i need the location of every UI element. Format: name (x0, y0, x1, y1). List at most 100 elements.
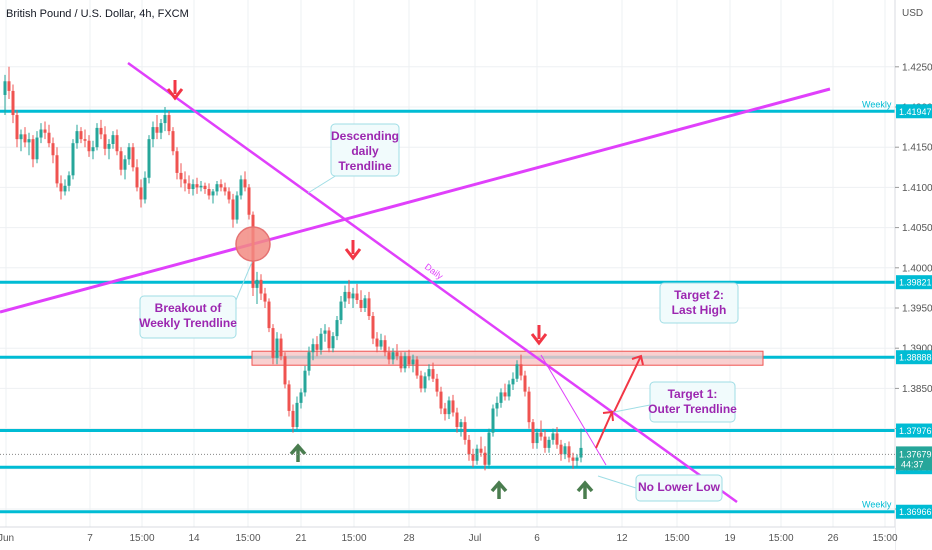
chart-title: British Pound / U.S. Dollar, 4h, FXCM (6, 8, 189, 20)
candle-body (451, 400, 455, 413)
candle-body (419, 375, 423, 389)
candle-body (47, 132, 51, 144)
candle-body (467, 439, 471, 455)
candle-body (383, 340, 387, 353)
time-axis[interactable]: Jun 7 15:00 14 15:00 21 15:00 28 Jul 6 12 15:00 19 15… (0, 526, 898, 550)
candle-body (487, 432, 491, 465)
candle-body (71, 143, 75, 176)
candle-body (335, 320, 339, 337)
candle-body (91, 147, 95, 152)
time-tick-label: 28 (403, 533, 415, 544)
time-tick-label: 7 (87, 533, 93, 544)
candle-body (187, 183, 191, 190)
candle-body (247, 187, 251, 215)
candle-body (3, 81, 7, 95)
grid (0, 0, 895, 527)
candle-body (479, 448, 483, 453)
candle-body (127, 147, 131, 160)
candle-body (495, 402, 499, 409)
candle-body (215, 184, 219, 192)
candle-body (327, 330, 331, 349)
arrow-head (576, 480, 594, 493)
price-tags: 1.419471.398211.388881.379761.375201.369… (0, 104, 932, 519)
descending-daily-trendline[interactable] (127, 61, 738, 504)
candle-body (311, 344, 315, 353)
candle-body (223, 187, 227, 192)
candle-body (31, 139, 35, 160)
candle-body (315, 344, 319, 350)
candle-body (551, 433, 555, 440)
candle-body (463, 422, 467, 440)
note-box (659, 282, 739, 324)
candle-body (427, 369, 431, 377)
candle-body (147, 139, 151, 178)
candle-body (259, 279, 263, 294)
candle-body (39, 129, 43, 138)
candle-body (143, 177, 147, 200)
price-tick-label: 1.38500 (902, 384, 932, 395)
candle-body (7, 81, 11, 91)
candle-body (415, 359, 419, 376)
candle-body (107, 143, 111, 149)
candle-body (151, 127, 155, 140)
note-no-lower-low[interactable]: No Lower Low (597, 474, 723, 502)
candle-body (375, 338, 379, 347)
candle-body (403, 356, 407, 369)
candle-body (455, 412, 459, 427)
candle-body (559, 444, 563, 455)
candle-body (279, 338, 283, 357)
candle-body (491, 408, 495, 433)
candle-body (191, 184, 195, 190)
candle-body (15, 115, 19, 140)
note-target-1[interactable]: Target 1:Outer Trendline (613, 381, 737, 423)
arrow-head (166, 88, 184, 101)
candle-body (503, 392, 507, 397)
candle-body (55, 155, 59, 184)
level-price-tag (896, 275, 932, 290)
ascending-weekly-trendline[interactable] (0, 87, 831, 314)
candle-body (511, 378, 515, 385)
candle-body (159, 123, 163, 133)
candle-body (195, 184, 199, 188)
candle-body (99, 127, 103, 135)
price-tick-label: 1.40500 (902, 223, 932, 234)
candle-body (51, 143, 55, 156)
candle-body (423, 376, 427, 389)
price-tick-label: 1.39000 (902, 344, 932, 355)
resistance-zone (251, 350, 764, 366)
arrow-head (530, 333, 548, 346)
candle-body (103, 134, 107, 149)
candle-body (63, 185, 67, 192)
time-tick-label: Jul (469, 533, 482, 544)
candle-body (59, 183, 63, 192)
note-box (635, 474, 723, 502)
candle-body (443, 408, 447, 415)
current-price-label: 1.37679 (899, 449, 932, 459)
candle-body (19, 134, 23, 140)
note-line: Trendline (338, 159, 392, 173)
time-tick-label: 15:00 (235, 533, 260, 544)
candle-body (579, 447, 583, 458)
outer-trendline[interactable] (540, 354, 607, 466)
candle-body (79, 131, 83, 140)
note-target-2[interactable]: Target 2:Last High (659, 282, 739, 324)
time-tick-label: 15:00 (872, 533, 897, 544)
down-arrow-icon (166, 80, 184, 101)
candle-body (135, 167, 139, 188)
current-price-tag (896, 446, 932, 471)
level-price-tag-label: 1.37976 (899, 426, 932, 436)
candle-body (155, 127, 159, 133)
level-price-tag (896, 423, 932, 438)
note-line: Last High (672, 303, 727, 317)
level-price-tag-label: 1.39821 (899, 278, 932, 288)
candle-body (359, 299, 363, 308)
candle-body (291, 410, 295, 427)
candle-body (175, 151, 179, 173)
price-tick-label: 1.40000 (902, 263, 932, 274)
candle-body (431, 369, 435, 379)
candle-body (515, 364, 519, 379)
